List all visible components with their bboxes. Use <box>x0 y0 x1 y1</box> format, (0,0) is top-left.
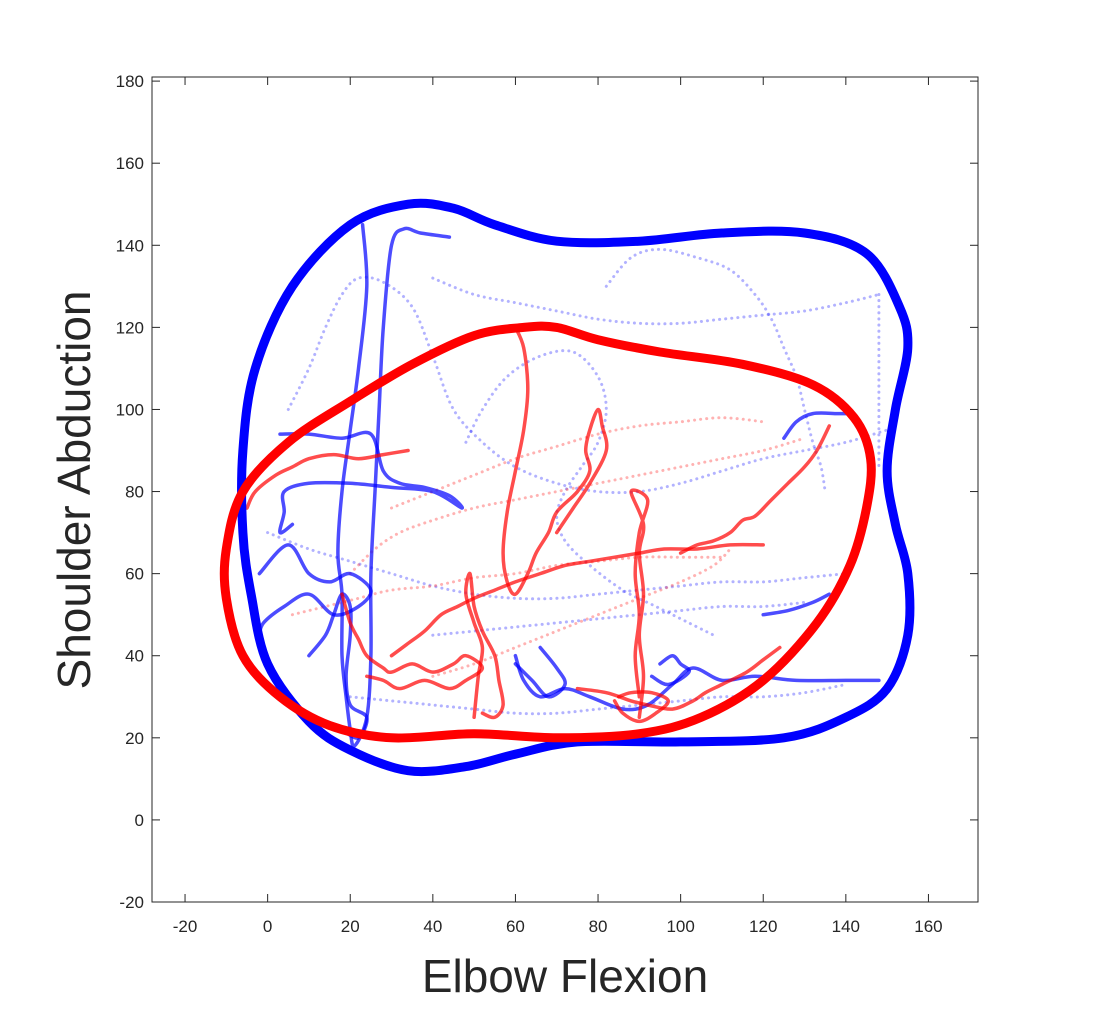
blue-dotted-trajectory-20 <box>286 275 889 495</box>
red-dotted-trajectory-28 <box>390 416 765 510</box>
y-tick-label: 20 <box>125 729 144 748</box>
blue-trajectory-line-6 <box>513 645 567 699</box>
red-trajectory-line-13 <box>501 325 609 597</box>
red-dotted-trajectory-31 <box>348 436 806 576</box>
x-tick-label: -20 <box>173 917 198 936</box>
x-tick-label: 160 <box>914 917 942 936</box>
x-tick-label: 60 <box>506 917 525 936</box>
y-tick-label: 60 <box>125 565 144 584</box>
blue-dotted-trajectory-22 <box>604 247 827 494</box>
blue-trajectory-line-10 <box>761 592 832 617</box>
y-tick-label: 80 <box>125 483 144 502</box>
y-tick-label: 120 <box>116 318 144 337</box>
x-tick-label: 100 <box>666 917 694 936</box>
y-tick-label: 0 <box>135 811 144 830</box>
plot-frame <box>151 76 979 903</box>
axis-ticks: -20 0 20 40 60 80 100 120 140 160 -20 0 20 40 60 80 100 1… <box>116 72 978 936</box>
y-tick-label: 180 <box>116 72 144 91</box>
blue-trajectory-line-7 <box>649 653 691 687</box>
blue-dotted-trajectory-21 <box>431 276 881 326</box>
x-tick-label: 40 <box>423 917 442 936</box>
red-boundary-curve <box>219 321 876 743</box>
blue-boundary-curve <box>237 198 915 777</box>
x-axis-title: Elbow Flexion <box>422 950 708 1002</box>
blue-trajectory-line-2 <box>336 223 452 748</box>
blue-trajectory-line-9 <box>257 543 373 637</box>
x-tick-label: 120 <box>749 917 777 936</box>
y-axis-title: Shoulder Abduction <box>48 291 100 690</box>
y-tick-label: -20 <box>119 893 144 912</box>
blue-dotted-trajectory-24 <box>266 531 848 601</box>
red-trajectory-line-11 <box>464 571 505 720</box>
x-tick-label: 140 <box>832 917 860 936</box>
red-trajectory-line-16 <box>612 690 671 724</box>
red-trajectory-line-19 <box>389 542 765 658</box>
blue-dotted-trajectory-23 <box>348 683 848 716</box>
plot-area <box>219 198 915 777</box>
red-dotted-trajectory-30 <box>431 547 732 678</box>
red-trajectory-line-15 <box>575 645 782 711</box>
y-tick-label: 40 <box>125 647 144 666</box>
x-tick-label: 0 <box>263 917 272 936</box>
x-tick-label: 80 <box>589 917 608 936</box>
y-tick-label: 100 <box>116 400 144 419</box>
blue-dotted-trajectory-27 <box>431 600 806 637</box>
y-tick-label: 160 <box>116 154 144 173</box>
red-trajectory-line-14 <box>340 592 485 691</box>
red-trajectory-line-18 <box>245 448 410 510</box>
red-trajectory-line-17 <box>678 424 832 555</box>
blue-trajectory-line-3 <box>278 430 465 535</box>
red-trajectory-line-12 <box>629 488 650 720</box>
blue-trajectory-line-8 <box>782 411 852 440</box>
red-dotted-trajectory-29 <box>290 555 724 617</box>
blue-trajectory-line-4 <box>307 592 369 740</box>
y-tick-label: 140 <box>116 236 144 255</box>
x-tick-label: 20 <box>341 917 360 936</box>
